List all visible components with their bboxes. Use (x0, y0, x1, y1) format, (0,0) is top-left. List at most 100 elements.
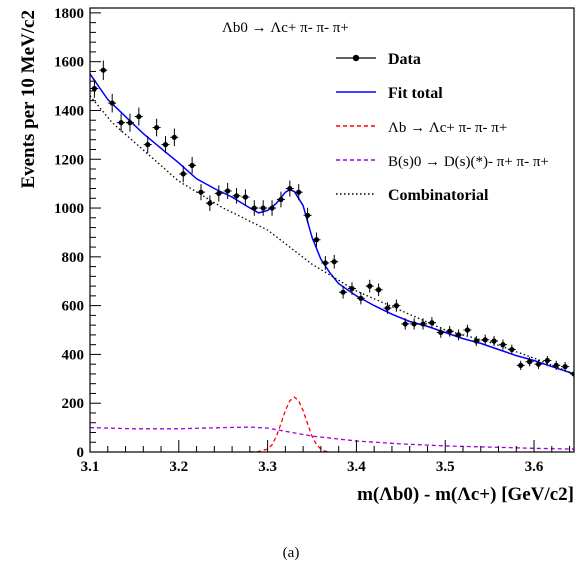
y-tick-label: 400 (62, 347, 85, 363)
data-marker (180, 171, 186, 177)
data-marker (571, 371, 574, 377)
data-marker (260, 205, 266, 211)
data-marker (278, 196, 284, 203)
x-tick-label: 3.1 (81, 459, 100, 475)
data-point (472, 335, 481, 347)
x-tick-label: 3.2 (169, 459, 188, 475)
data-point (197, 184, 206, 201)
data-point (561, 361, 570, 372)
y-tick-label: 1000 (54, 201, 84, 217)
data-marker (100, 67, 106, 73)
data-point (365, 279, 374, 293)
data-marker (118, 120, 124, 126)
data-marker (145, 142, 151, 148)
data-marker (216, 190, 222, 197)
data-point (490, 335, 499, 347)
data-point (170, 128, 179, 147)
legend-entry: Combinatorial (336, 187, 489, 204)
data-point (312, 232, 321, 248)
y-tick-label: 200 (62, 396, 85, 412)
data-marker (562, 364, 568, 370)
data-point (214, 185, 223, 202)
x-tick-label: 3.4 (347, 459, 366, 475)
data-marker (358, 295, 364, 301)
data-marker (518, 362, 524, 368)
data-point (534, 359, 543, 369)
data-point (436, 327, 445, 338)
data-point (108, 93, 117, 113)
data-marker (393, 303, 399, 309)
data-marker (225, 188, 231, 194)
data-point (205, 195, 214, 211)
plot-area (90, 60, 574, 452)
data-point (134, 107, 143, 126)
data-marker (127, 120, 133, 126)
figure-caption: (a) (282, 545, 300, 561)
data-marker (233, 193, 240, 199)
data-marker (420, 321, 426, 327)
data-point (90, 79, 99, 98)
chart-title: Λb0 → Λc+ π- π- π+ (222, 20, 349, 36)
series-line-1 (90, 73, 574, 375)
data-marker (473, 338, 479, 344)
y-tick-label: 1800 (54, 6, 84, 22)
data-point (356, 292, 365, 305)
data-point (392, 299, 401, 312)
data-point (347, 282, 356, 295)
data-marker (367, 283, 373, 289)
y-tick-label: 1600 (54, 55, 84, 71)
data-point (250, 200, 259, 216)
legend-entry: B(s)0 → D(s)(*)- π+ π- π+ (336, 154, 549, 170)
data-marker (438, 329, 444, 336)
data-marker (109, 100, 115, 106)
data-point (374, 283, 383, 297)
data-point (276, 191, 285, 208)
data-marker (171, 134, 177, 140)
x-tick-label: 3.6 (525, 459, 544, 475)
data-point (498, 339, 507, 350)
data-marker (207, 200, 213, 206)
data-marker (411, 321, 417, 327)
data-marker (455, 332, 462, 338)
data-marker (482, 337, 488, 343)
data-point (259, 200, 268, 216)
data-point (401, 318, 410, 330)
data-marker (313, 237, 320, 243)
data-marker (189, 162, 195, 168)
data-marker (198, 189, 204, 195)
data-point (525, 357, 534, 367)
data-marker (491, 338, 497, 344)
data-marker (287, 185, 293, 192)
data-marker (296, 189, 302, 195)
data-marker (535, 361, 542, 367)
y-tick-label: 600 (62, 299, 85, 315)
data-point (223, 182, 232, 200)
data-point (552, 360, 561, 371)
data-point (445, 325, 454, 337)
y-tick-label: 800 (62, 250, 85, 266)
data-point (339, 285, 348, 299)
data-marker (500, 342, 506, 348)
data-point (152, 118, 161, 137)
legend-label: Combinatorial (388, 187, 489, 204)
data-point (454, 329, 463, 341)
data-point (419, 318, 428, 330)
data-point (161, 136, 170, 154)
data-marker (349, 285, 355, 292)
data-point (481, 334, 490, 345)
data-marker (447, 328, 453, 334)
data-point (188, 157, 197, 174)
data-point (117, 113, 126, 132)
legend-entry: Λb → Λc+ π- π- π+ (336, 120, 507, 136)
data-point (303, 207, 312, 223)
data-point (294, 184, 303, 201)
data-marker (464, 327, 471, 333)
data-marker (376, 287, 382, 293)
data-point (410, 318, 419, 330)
data-point (570, 369, 574, 379)
data-marker (331, 259, 337, 265)
series-line-3 (90, 426, 574, 450)
legend-label: Λb → Λc+ π- π- π+ (388, 120, 507, 136)
y-tick-label: 1200 (54, 152, 84, 168)
series-line-2 (249, 396, 330, 452)
